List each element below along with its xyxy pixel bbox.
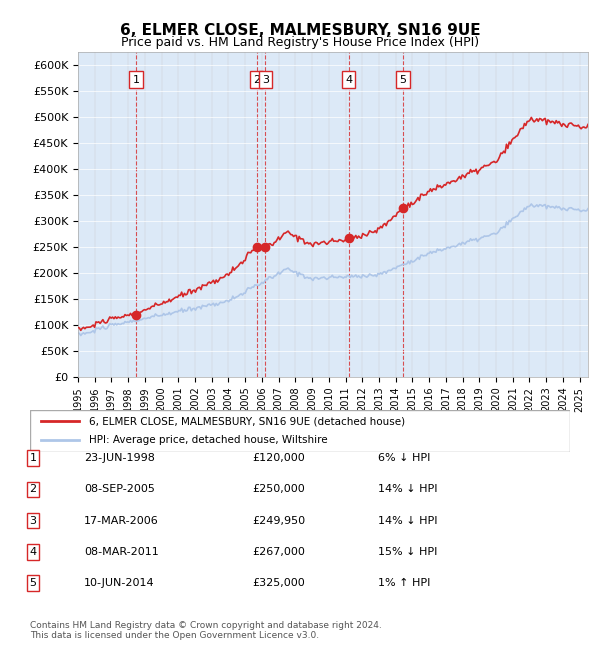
Text: 4: 4 (29, 547, 37, 557)
Text: 17-MAR-2006: 17-MAR-2006 (84, 515, 159, 526)
Text: £249,950: £249,950 (252, 515, 305, 526)
Text: Price paid vs. HM Land Registry's House Price Index (HPI): Price paid vs. HM Land Registry's House … (121, 36, 479, 49)
FancyBboxPatch shape (30, 410, 570, 452)
Text: HPI: Average price, detached house, Wiltshire: HPI: Average price, detached house, Wilt… (89, 435, 328, 445)
Text: 2: 2 (253, 75, 260, 84)
Text: 6, ELMER CLOSE, MALMESBURY, SN16 9UE (detached house): 6, ELMER CLOSE, MALMESBURY, SN16 9UE (de… (89, 417, 406, 426)
Text: 4: 4 (345, 75, 352, 84)
Text: 5: 5 (29, 578, 37, 588)
Text: 08-MAR-2011: 08-MAR-2011 (84, 547, 159, 557)
Text: £250,000: £250,000 (252, 484, 305, 495)
Text: 5: 5 (400, 75, 407, 84)
Text: 14% ↓ HPI: 14% ↓ HPI (378, 515, 437, 526)
Text: £120,000: £120,000 (252, 453, 305, 463)
Text: 1: 1 (29, 453, 37, 463)
Text: Contains HM Land Registry data © Crown copyright and database right 2024.
This d: Contains HM Land Registry data © Crown c… (30, 621, 382, 640)
Text: 08-SEP-2005: 08-SEP-2005 (84, 484, 155, 495)
Text: 1% ↑ HPI: 1% ↑ HPI (378, 578, 430, 588)
Text: £325,000: £325,000 (252, 578, 305, 588)
Text: £267,000: £267,000 (252, 547, 305, 557)
Text: 6% ↓ HPI: 6% ↓ HPI (378, 453, 430, 463)
Text: 3: 3 (29, 515, 37, 526)
Text: 1: 1 (133, 75, 140, 84)
Text: 2: 2 (29, 484, 37, 495)
Text: 14% ↓ HPI: 14% ↓ HPI (378, 484, 437, 495)
Text: 15% ↓ HPI: 15% ↓ HPI (378, 547, 437, 557)
Text: 6, ELMER CLOSE, MALMESBURY, SN16 9UE: 6, ELMER CLOSE, MALMESBURY, SN16 9UE (119, 23, 481, 38)
Text: 3: 3 (262, 75, 269, 84)
Text: 10-JUN-2014: 10-JUN-2014 (84, 578, 155, 588)
Text: 23-JUN-1998: 23-JUN-1998 (84, 453, 155, 463)
